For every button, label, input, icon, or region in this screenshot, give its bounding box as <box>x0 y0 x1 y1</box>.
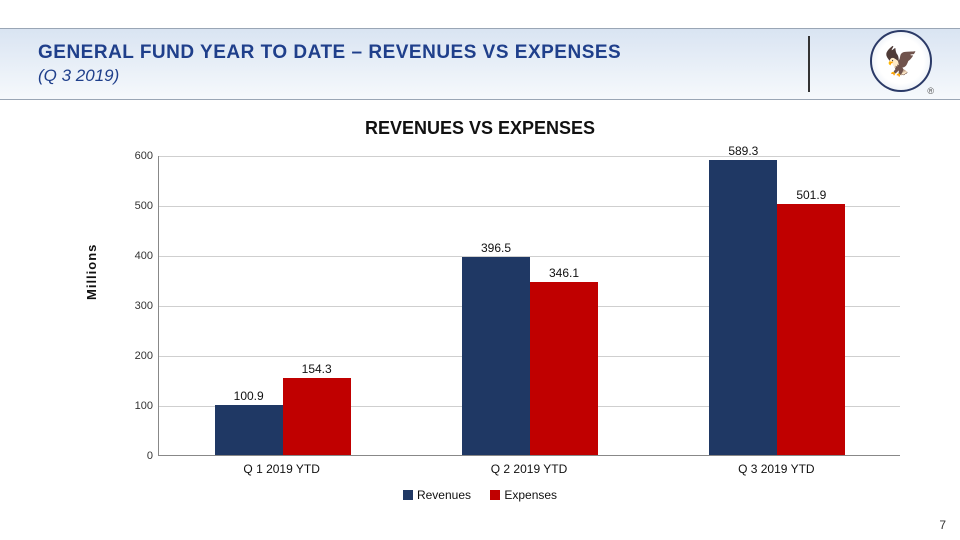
plot-area: 0100200300400500600100.9154.3396.5346.15… <box>158 156 900 456</box>
bar-label: 396.5 <box>462 241 530 255</box>
bar-label: 346.1 <box>530 266 598 280</box>
page-number: 7 <box>939 518 946 532</box>
x-tick-label: Q 2 2019 YTD <box>491 462 568 476</box>
trademark-icon: ® <box>927 86 934 96</box>
bar-expenses-1: 346.1 <box>530 282 598 455</box>
legend-swatch-expenses <box>490 490 500 500</box>
y-tick-label: 400 <box>135 250 159 262</box>
slide-subtitle: (Q 3 2019) <box>38 66 798 86</box>
bar-label: 154.3 <box>283 362 351 376</box>
x-tick-label: Q 3 2019 YTD <box>738 462 815 476</box>
chart-area: 0100200300400500600100.9154.3396.5346.15… <box>120 156 900 486</box>
y-tick-label: 0 <box>147 450 159 462</box>
eagle-icon: 🦅 <box>870 30 932 92</box>
y-tick-label: 600 <box>135 150 159 162</box>
legend-label-expenses: Expenses <box>504 488 557 502</box>
x-tick-label: Q 1 2019 YTD <box>243 462 320 476</box>
y-tick-label: 300 <box>135 300 159 312</box>
bar-revenues-1: 396.5 <box>462 257 530 455</box>
y-tick-label: 200 <box>135 350 159 362</box>
bar-revenues-2: 589.3 <box>709 160 777 455</box>
legend-swatch-revenues <box>403 490 413 500</box>
seal-logo: 🦅 <box>870 30 932 92</box>
legend-item-expenses: Expenses <box>490 488 557 502</box>
gridline <box>159 156 900 157</box>
bar-label: 589.3 <box>709 144 777 158</box>
y-tick-label: 500 <box>135 200 159 212</box>
chart-title: REVENUES VS EXPENSES <box>0 118 960 139</box>
bar-label: 501.9 <box>777 188 845 202</box>
bar-label: 100.9 <box>215 389 283 403</box>
bar-expenses-2: 501.9 <box>777 204 845 455</box>
legend-label-revenues: Revenues <box>417 488 471 502</box>
title-divider <box>808 36 810 92</box>
legend-item-revenues: Revenues <box>403 488 471 502</box>
legend: Revenues Expenses <box>0 488 960 503</box>
bar-expenses-0: 154.3 <box>283 378 351 455</box>
slide: GENERAL FUND YEAR TO DATE – REVENUES VS … <box>0 0 960 540</box>
title-area: GENERAL FUND YEAR TO DATE – REVENUES VS … <box>38 42 798 86</box>
y-axis-label: Millions <box>84 244 99 300</box>
slide-title: GENERAL FUND YEAR TO DATE – REVENUES VS … <box>38 42 798 64</box>
bar-revenues-0: 100.9 <box>215 405 283 455</box>
y-tick-label: 100 <box>135 400 159 412</box>
